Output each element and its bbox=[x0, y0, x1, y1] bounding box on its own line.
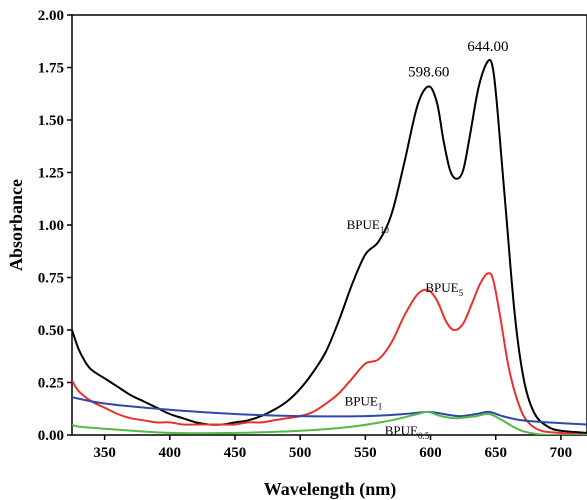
series-label-BPUE10: BPUE10 bbox=[347, 217, 390, 235]
series-line-BPUE5 bbox=[72, 272, 587, 435]
y-axis-title: Absorbance bbox=[6, 179, 26, 271]
y-tick-label: 1.25 bbox=[38, 166, 64, 182]
series-label-BPUE5: BPUE5 bbox=[425, 280, 463, 298]
x-tick-label: 450 bbox=[224, 445, 247, 461]
series-line-BPUE0.5 bbox=[72, 410, 587, 435]
y-tick-label: 1.50 bbox=[38, 113, 64, 129]
peak-annotation: 598.60 bbox=[408, 64, 449, 80]
x-tick-label: 500 bbox=[289, 445, 312, 461]
y-tick-label: 0.00 bbox=[38, 428, 64, 444]
y-tick-label: 0.75 bbox=[38, 271, 64, 287]
x-axis-title: Wavelength (nm) bbox=[264, 479, 397, 500]
y-tick-label: 1.00 bbox=[38, 218, 64, 234]
x-tick-label: 350 bbox=[93, 445, 116, 461]
y-tick-label: 0.25 bbox=[38, 376, 64, 392]
x-tick-label: 400 bbox=[159, 445, 182, 461]
x-tick-label: 600 bbox=[419, 445, 442, 461]
x-tick-label: 700 bbox=[550, 445, 573, 461]
y-tick-label: 1.75 bbox=[38, 61, 64, 77]
axis-layer: 350 400 450 500 550 600 650 700 0.00 0.25 0.50 0.75… bbox=[38, 8, 572, 461]
series-layer bbox=[72, 58, 587, 435]
peak-annotation: 644.00 bbox=[467, 39, 508, 55]
series-label-BPUE0.5: BPUE0.5 bbox=[385, 423, 430, 441]
series-line-BPUE10 bbox=[72, 58, 587, 434]
y-tick-label: 2.00 bbox=[38, 8, 64, 24]
series-label-BPUE1: BPUE1 bbox=[345, 394, 383, 412]
x-tick-label: 550 bbox=[354, 445, 377, 461]
x-tick-label: 650 bbox=[484, 445, 507, 461]
y-tick-label: 0.50 bbox=[38, 323, 64, 339]
